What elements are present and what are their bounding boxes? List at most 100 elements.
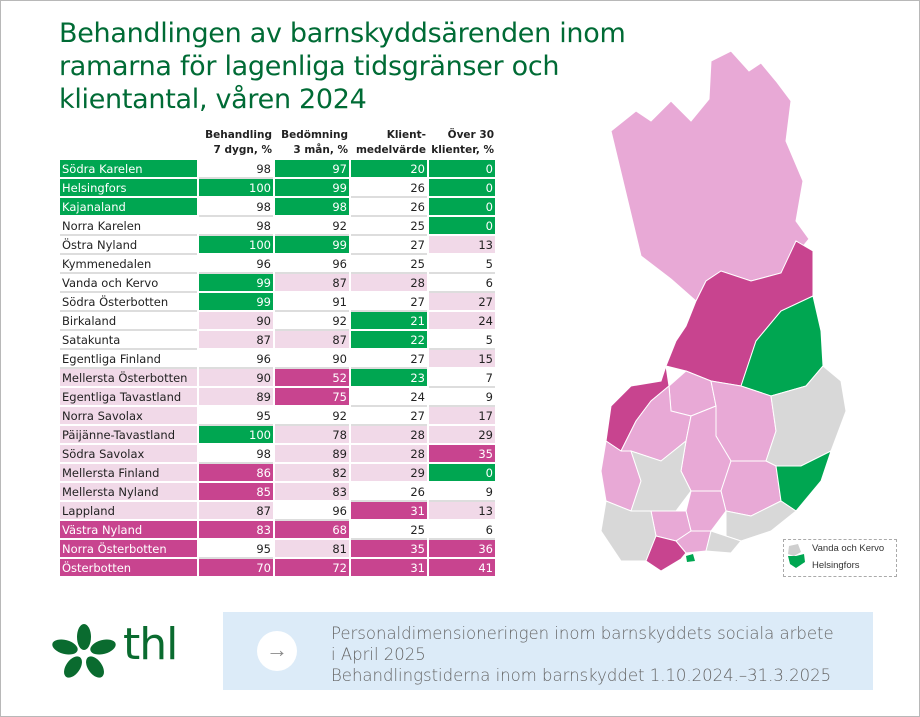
value-cell: 99 <box>199 293 273 312</box>
value-cell: 6 <box>429 274 495 293</box>
table-row: Egentliga Finland 96 90 27 15 <box>60 350 495 369</box>
region-name: Östra Nyland <box>60 236 197 255</box>
value-cell: 68 <box>275 521 349 540</box>
link-personaldimensionering[interactable]: Personaldimensioneringen inom barnskydde… <box>331 624 834 643</box>
value-cell: 35 <box>351 540 427 559</box>
region-name: Mellersta Finland <box>60 464 197 483</box>
table-row: Birkaland 90 92 21 24 <box>60 312 495 331</box>
value-cell: 31 <box>351 559 427 578</box>
region-name: Egentliga Finland <box>60 350 197 369</box>
region-helsingfors <box>686 554 695 562</box>
value-cell: 78 <box>275 426 349 445</box>
region-name: Södra Savolax <box>60 445 197 464</box>
value-cell: 0 <box>429 464 495 483</box>
value-cell: 29 <box>429 426 495 445</box>
region-name: Satakunta <box>60 331 197 350</box>
table-row: Österbotten 70 72 31 41 <box>60 559 495 578</box>
value-cell: 27 <box>429 293 495 312</box>
column-header: Behandling 7 dygn, % <box>205 129 272 156</box>
value-cell: 87 <box>275 331 349 350</box>
value-cell: 90 <box>199 312 273 331</box>
table-row: Mellersta Nyland 85 83 26 9 <box>60 483 495 502</box>
value-cell: 0 <box>429 217 495 236</box>
value-cell: 82 <box>275 464 349 483</box>
link-behandlingstider[interactable]: Behandlingstiderna inom barnskyddet 1.10… <box>331 666 832 685</box>
value-cell: 9 <box>429 388 495 407</box>
logo-text: thl <box>123 619 178 670</box>
value-cell: 92 <box>275 217 349 236</box>
value-cell: 95 <box>199 540 273 559</box>
value-cell: 7 <box>429 369 495 388</box>
value-cell: 25 <box>351 217 427 236</box>
value-cell: 85 <box>199 483 273 502</box>
value-cell: 75 <box>275 388 349 407</box>
value-cell: 24 <box>351 388 427 407</box>
region-birkaland <box>630 439 692 512</box>
value-cell: 96 <box>199 350 273 369</box>
value-cell: 26 <box>351 179 427 198</box>
region-name: Österbotten <box>60 559 197 578</box>
value-cell: 27 <box>351 407 427 426</box>
value-cell: 9 <box>429 483 495 502</box>
value-cell: 26 <box>351 483 427 502</box>
value-cell: 20 <box>351 160 427 179</box>
value-cell: 98 <box>199 198 273 217</box>
inset-map-icon <box>788 544 805 568</box>
data-table: Behandling 7 dygn, % Bedömning 3 mån, % … <box>58 128 497 578</box>
value-cell: 83 <box>275 483 349 502</box>
related-links-box <box>223 612 873 690</box>
region-vastra-nyland <box>645 535 687 572</box>
region-name: Helsingfors <box>60 179 197 198</box>
value-cell: 96 <box>199 255 273 274</box>
inset-label-vanda: Vanda och Kervo <box>812 543 885 554</box>
value-cell: 89 <box>275 445 349 464</box>
region-name: Västra Nyland <box>60 521 197 540</box>
value-cell: 25 <box>351 255 427 274</box>
value-cell: 70 <box>199 559 273 578</box>
value-cell: 52 <box>275 369 349 388</box>
region-name: Mellersta Nyland <box>60 483 197 502</box>
value-cell: 97 <box>275 160 349 179</box>
region-name: Norra Karelen <box>60 217 197 236</box>
region-name: Mellersta Österbotten <box>60 369 197 388</box>
value-cell: 96 <box>275 255 349 274</box>
value-cell: 5 <box>429 331 495 350</box>
table-row: Mellersta Österbotten 90 52 23 7 <box>60 369 495 388</box>
region-name: Vanda och Kervo <box>60 274 197 293</box>
column-header: Bedömning 3 mån, % <box>281 129 348 156</box>
table-row: Mellersta Finland 86 82 29 0 <box>60 464 495 483</box>
region-name: Lappland <box>60 502 197 521</box>
value-cell: 28 <box>351 426 427 445</box>
region-lappland <box>610 50 810 302</box>
region-name: Päijänne-Tavastland <box>60 426 197 445</box>
value-cell: 100 <box>199 426 273 445</box>
table-row: Södra Österbotten 99 91 27 27 <box>60 293 495 312</box>
table-header: Behandling 7 dygn, % Bedömning 3 mån, % … <box>60 128 495 160</box>
value-cell: 17 <box>429 407 495 426</box>
value-cell: 92 <box>275 312 349 331</box>
value-cell: 90 <box>199 369 273 388</box>
region-name: Södra Karelen <box>60 160 197 179</box>
value-cell: 41 <box>429 559 495 578</box>
link-personaldimensionering-cont[interactable]: i April 2025 <box>331 645 426 664</box>
value-cell: 0 <box>429 160 495 179</box>
value-cell: 36 <box>429 540 495 559</box>
value-cell: 6 <box>429 521 495 540</box>
table-row: Kajanaland 98 98 26 0 <box>60 198 495 217</box>
value-cell: 89 <box>199 388 273 407</box>
column-header: Klient-medelvärde <box>355 129 426 156</box>
value-cell: 87 <box>275 274 349 293</box>
value-cell: 5 <box>429 255 495 274</box>
value-cell: 96 <box>275 502 349 521</box>
table-row: Västra Nyland 83 68 25 6 <box>60 521 495 540</box>
value-cell: 27 <box>351 350 427 369</box>
value-cell: 72 <box>275 559 349 578</box>
value-cell: 21 <box>351 312 427 331</box>
value-cell: 29 <box>351 464 427 483</box>
arrow-right-icon[interactable]: → <box>257 631 297 671</box>
table-row: Södra Savolax 98 89 28 35 <box>60 445 495 464</box>
value-cell: 0 <box>429 179 495 198</box>
value-cell: 98 <box>199 445 273 464</box>
value-cell: 98 <box>199 217 273 236</box>
